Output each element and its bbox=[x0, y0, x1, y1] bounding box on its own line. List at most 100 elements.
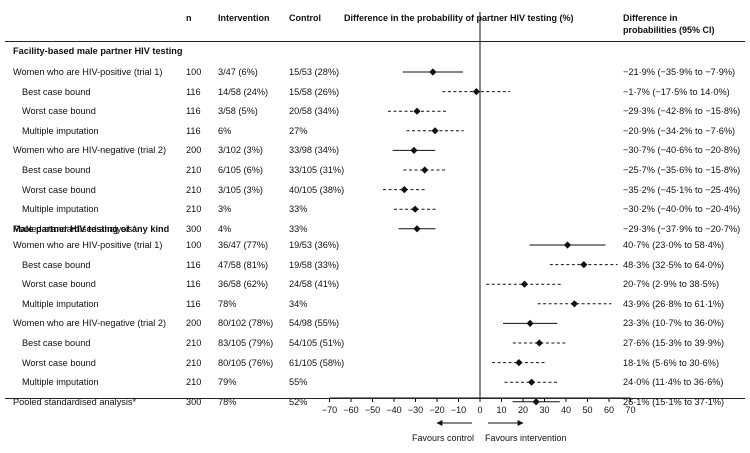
row-ci-text: −35·2% (−45·1% to −25·4%) bbox=[623, 184, 741, 195]
row-control: 20/58 (34%) bbox=[289, 106, 340, 117]
point-estimate bbox=[472, 88, 480, 96]
row-label: Pooled standardised analysis* bbox=[13, 223, 137, 234]
row-ci-text: −29·3% (−42·8% to −15·8%) bbox=[623, 106, 741, 117]
forest-mark bbox=[486, 280, 563, 288]
forest-mark bbox=[503, 319, 558, 327]
forest-mark bbox=[492, 359, 546, 367]
row-n: 116 bbox=[186, 106, 201, 117]
forest-mark bbox=[403, 166, 447, 174]
forest-mark bbox=[398, 225, 436, 233]
row-control: 55% bbox=[289, 377, 308, 388]
x-tick-label: 70 bbox=[625, 405, 635, 415]
row-ci-text: 43·9% (26·8% to 61·1%) bbox=[623, 298, 725, 309]
section-title: Facility-based male partner HIV testing bbox=[13, 46, 183, 56]
forest-mark bbox=[512, 398, 560, 406]
header-ci: Difference in probabilities (95% CI) bbox=[623, 12, 715, 36]
row-n: 200 bbox=[186, 145, 202, 156]
point-estimate bbox=[421, 166, 429, 174]
row-intervention: 80/102 (78%) bbox=[218, 318, 274, 329]
x-tick-label: 20 bbox=[518, 405, 528, 415]
header-plot-title: Difference in the probability of partner… bbox=[344, 13, 574, 23]
point-estimate bbox=[429, 68, 437, 76]
favours-control-label: Favours control bbox=[412, 433, 474, 443]
forest-mark bbox=[383, 186, 426, 194]
row-intervention: 14/58 (24%) bbox=[218, 86, 269, 97]
forest-mark bbox=[394, 205, 437, 213]
row-intervention: 78% bbox=[218, 298, 237, 309]
row-intervention: 4% bbox=[218, 223, 232, 234]
axis-rule bbox=[5, 398, 745, 399]
row-intervention: 6% bbox=[218, 125, 232, 136]
point-estimate bbox=[532, 398, 540, 406]
row-label: Multiple imputation bbox=[22, 125, 99, 136]
point-estimate bbox=[526, 319, 534, 327]
row-control: 33% bbox=[289, 204, 308, 215]
row-intervention: 47/58 (81%) bbox=[218, 259, 269, 270]
row-ci-text: −29·3% (−37·9% to −20·7%) bbox=[623, 223, 741, 234]
row-n: 210 bbox=[186, 338, 202, 348]
row-n: 210 bbox=[186, 357, 202, 368]
row-label: Pooled standardised analysis* bbox=[13, 396, 137, 407]
point-estimate bbox=[580, 261, 588, 269]
forest-mark bbox=[537, 300, 612, 308]
forest-mark bbox=[529, 241, 606, 249]
point-estimate bbox=[431, 127, 439, 135]
point-estimate bbox=[400, 186, 408, 194]
row-label: Worst case bound bbox=[22, 357, 96, 368]
header-ci-line1: Difference in bbox=[623, 13, 678, 23]
row-ci-text: 18·1% (5·6% to 30·6%) bbox=[623, 357, 720, 368]
point-estimate bbox=[570, 300, 578, 308]
row-intervention: 36/47 (77%) bbox=[218, 240, 269, 250]
row-control: 19/58 (33%) bbox=[289, 259, 340, 270]
row-n: 100 bbox=[186, 240, 202, 250]
forest-mark bbox=[392, 146, 436, 154]
row-intervention: 3/58 (5%) bbox=[218, 106, 258, 117]
row-label: Women who are HIV-negative (trial 2) bbox=[13, 318, 167, 329]
row-ci-text: 27·6% (15·3% to 39·9%) bbox=[623, 338, 725, 348]
row-intervention: 78% bbox=[218, 396, 237, 407]
row-ci-text: 26·1% (15·1% to 37·1%) bbox=[623, 396, 725, 407]
row-n: 116 bbox=[186, 298, 201, 309]
point-estimate bbox=[413, 107, 421, 115]
row-intervention: 3/47 (6%) bbox=[218, 67, 258, 77]
point-estimate bbox=[410, 146, 418, 154]
row-control: 34% bbox=[289, 298, 308, 309]
section-title: Male partner HIV testing of any kind bbox=[13, 224, 170, 234]
row-ci-text: 40·7% (23·0% to 58·4%) bbox=[623, 240, 725, 250]
row-n: 100 bbox=[186, 67, 202, 77]
row-n: 116 bbox=[186, 279, 201, 290]
row-control: 33/98 (34%) bbox=[289, 145, 340, 156]
forest-mark bbox=[442, 88, 511, 96]
row-control: 40/105 (38%) bbox=[289, 184, 345, 195]
row-n: 210 bbox=[186, 184, 202, 195]
row-intervention: 83/105 (79%) bbox=[218, 338, 274, 348]
x-tick-label: 10 bbox=[496, 405, 506, 415]
row-control: 24/58 (41%) bbox=[289, 279, 340, 290]
forest-mark bbox=[402, 68, 464, 76]
row-label: Women who are HIV-positive (trial 1) bbox=[13, 67, 163, 77]
row-ci-text: 23·3% (10·7% to 36·0%) bbox=[623, 318, 725, 329]
forest-mark bbox=[387, 107, 447, 115]
row-ci-text: −20·9% (−34·2% to −7·6%) bbox=[623, 125, 736, 136]
row-ci-text: 20·7% (2·9% to 38·5%) bbox=[623, 279, 720, 290]
row-label: Best case bound bbox=[22, 86, 91, 97]
row-n: 116 bbox=[186, 259, 201, 270]
row-intervention: 3% bbox=[218, 204, 232, 215]
header-intervention: Intervention bbox=[218, 13, 270, 23]
forest-mark bbox=[549, 261, 618, 269]
x-tick-label: −10 bbox=[451, 405, 466, 415]
row-control: 52% bbox=[289, 396, 308, 407]
row-label: Multiple imputation bbox=[22, 377, 99, 388]
row-n: 300 bbox=[186, 223, 202, 234]
row-control: 61/105 (58%) bbox=[289, 357, 345, 368]
point-estimate bbox=[411, 205, 419, 213]
point-estimate bbox=[515, 359, 523, 367]
row-control: 33% bbox=[289, 223, 308, 234]
row-ci-text: 24·0% (11·4% to 36·6%) bbox=[623, 377, 724, 388]
row-intervention: 3/102 (3%) bbox=[218, 145, 263, 156]
favours-intervention-label: Favours intervention bbox=[485, 433, 567, 443]
x-tick-label: −30 bbox=[408, 405, 423, 415]
row-label: Multiple imputation bbox=[22, 298, 99, 309]
x-tick-label: 40 bbox=[561, 405, 571, 415]
